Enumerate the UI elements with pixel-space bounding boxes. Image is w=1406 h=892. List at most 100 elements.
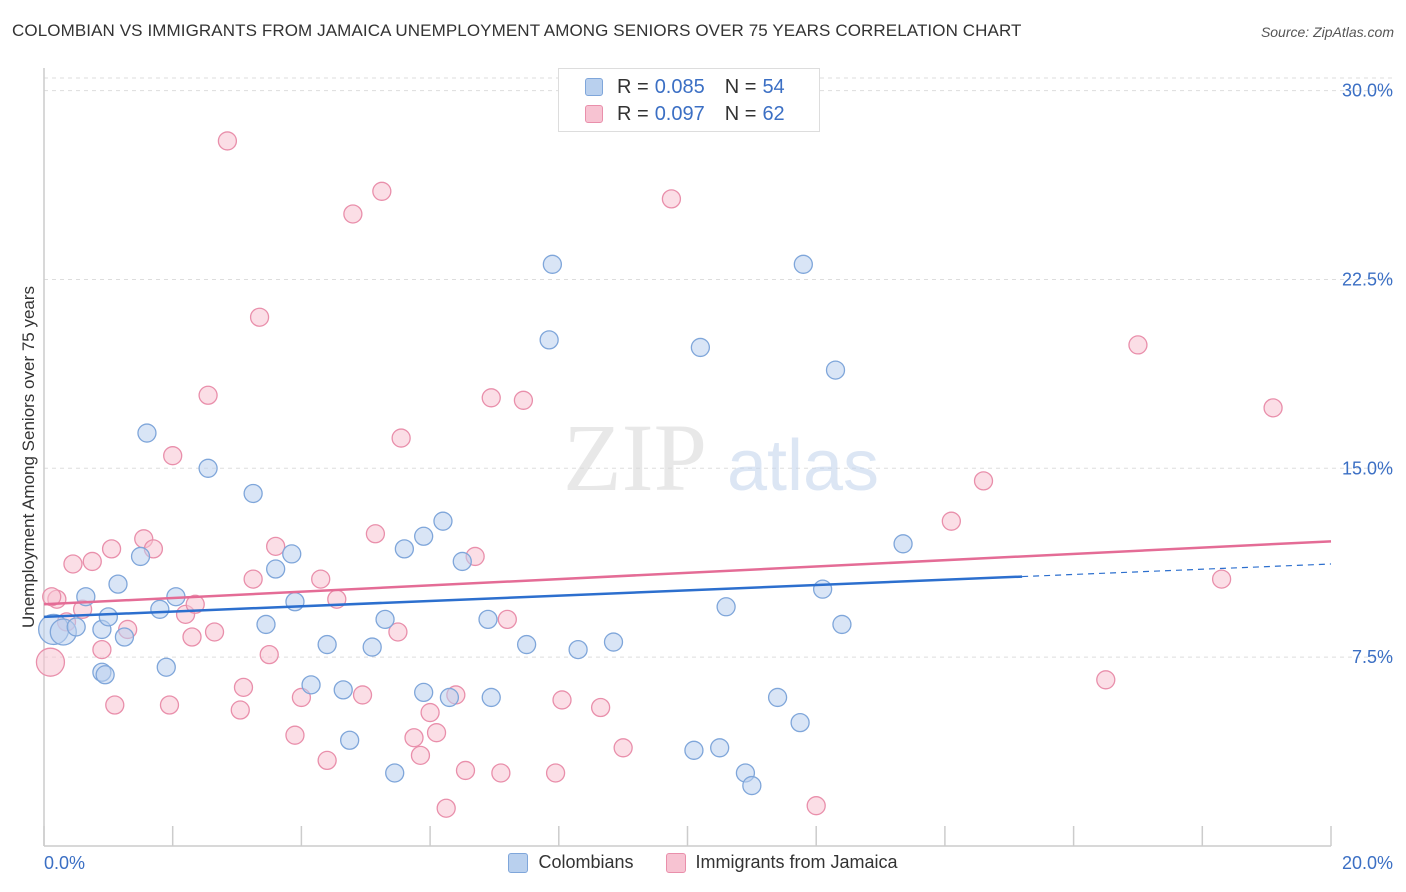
data-point-jamaica xyxy=(973,471,994,491)
trend-lines xyxy=(43,540,1332,619)
chart-title: COLOMBIAN VS IMMIGRANTS FROM JAMAICA UNE… xyxy=(12,21,1022,40)
legend-row-colombians: R = 0.085 N = 54 xyxy=(585,75,785,99)
series-jamaica-points xyxy=(35,131,1283,818)
data-point-jamaica xyxy=(613,738,633,758)
legend-n-label: N = xyxy=(724,75,757,98)
data-point-jamaica xyxy=(455,760,476,781)
bottom-legend-colombians[interactable]: Colombians xyxy=(508,852,634,873)
data-point-jamaica xyxy=(365,524,386,544)
bottom-legend-label-jamaica: Immigrants from Jamaica xyxy=(695,852,898,872)
data-point-jamaica xyxy=(92,639,112,660)
data-point-colombians xyxy=(481,687,501,708)
data-point-jamaica xyxy=(233,677,254,698)
data-point-colombians xyxy=(716,597,736,617)
data-point-colombians xyxy=(793,254,813,274)
data-point-jamaica xyxy=(1128,335,1148,355)
series-colombians-points xyxy=(38,254,913,796)
data-point-colombians xyxy=(603,632,624,652)
data-point-jamaica xyxy=(661,189,682,209)
data-point-jamaica xyxy=(317,750,337,771)
legend-r-value: 0.085 xyxy=(654,75,705,98)
data-point-jamaica xyxy=(391,428,411,448)
data-point-jamaica xyxy=(552,690,572,710)
data-point-jamaica xyxy=(343,204,363,224)
data-point-colombians xyxy=(568,639,588,660)
data-point-jamaica xyxy=(217,131,238,151)
data-point-colombians xyxy=(452,551,472,572)
legend-r-label: R = xyxy=(617,102,649,125)
data-point-colombians xyxy=(256,614,276,635)
trend-line-colombians-extension xyxy=(1022,563,1332,578)
data-point-jamaica xyxy=(491,763,511,783)
data-point-colombians xyxy=(137,423,157,443)
y-tick-label: 7.5% xyxy=(1352,647,1393,667)
data-point-jamaica xyxy=(82,551,102,572)
data-point-jamaica xyxy=(941,511,961,531)
legend-n-value: 62 xyxy=(762,102,785,125)
data-point-colombians xyxy=(243,483,263,504)
data-point-jamaica xyxy=(185,594,205,614)
data-point-colombians xyxy=(690,337,711,358)
data-point-jamaica xyxy=(1211,569,1232,589)
y-tick-label: 30.0% xyxy=(1342,81,1393,101)
data-point-colombians xyxy=(478,609,498,630)
data-point-jamaica xyxy=(410,745,431,766)
data-point-colombians xyxy=(301,675,321,695)
y-tick-label: 15.0% xyxy=(1342,458,1393,478)
data-point-colombians xyxy=(433,511,453,531)
data-point-jamaica xyxy=(159,695,180,715)
data-point-jamaica xyxy=(372,181,392,201)
y-tick-label: 22.5% xyxy=(1342,269,1393,289)
bottom-legend-label-colombians: Colombians xyxy=(538,852,634,872)
data-point-jamaica xyxy=(101,539,122,559)
trend-line-colombians xyxy=(43,575,1023,619)
trend-line-jamaica xyxy=(43,540,1332,606)
data-point-colombians xyxy=(66,617,86,637)
legend-r-label: R = xyxy=(617,75,649,98)
data-point-jamaica xyxy=(404,728,424,748)
y-axis-label: Unemployment Among Seniors over 75 years xyxy=(19,286,38,628)
bottom-legend-swatch-blue xyxy=(508,852,529,873)
data-point-colombians xyxy=(385,763,405,783)
data-point-colombians xyxy=(742,775,762,796)
legend: R = 0.085 N = 54 R = 0.097 N = 62 xyxy=(558,68,820,132)
data-point-colombians xyxy=(539,330,559,350)
data-point-jamaica xyxy=(182,627,202,647)
data-point-jamaica xyxy=(436,798,456,818)
data-point-colombians xyxy=(375,609,395,630)
x-tick-label-min: 0.0% xyxy=(44,853,85,873)
data-point-colombians xyxy=(150,599,170,619)
bottom-legend-swatch-pink xyxy=(665,852,686,873)
data-point-jamaica xyxy=(163,446,183,466)
data-point-jamaica xyxy=(266,536,286,557)
data-point-colombians xyxy=(825,360,846,380)
legend-n-value: 54 xyxy=(762,75,785,98)
data-point-colombians xyxy=(684,740,704,760)
data-point-jamaica xyxy=(63,554,83,574)
data-point-colombians xyxy=(198,458,218,478)
data-point-colombians xyxy=(812,579,833,599)
data-point-colombians xyxy=(285,592,305,612)
axes xyxy=(43,68,1332,847)
bottom-legend-jamaica[interactable]: Immigrants from Jamaica xyxy=(665,852,898,873)
data-point-jamaica xyxy=(806,796,826,816)
watermark-atlas: atlas xyxy=(727,426,879,506)
data-point-colombians xyxy=(362,637,382,657)
data-point-jamaica xyxy=(388,622,408,642)
data-point-colombians xyxy=(414,526,434,546)
data-point-colombians xyxy=(394,539,415,559)
data-point-colombians xyxy=(333,680,353,700)
data-point-jamaica xyxy=(105,695,125,715)
data-point-colombians xyxy=(767,687,788,708)
data-point-colombians xyxy=(340,730,360,750)
watermark-zip: ZIP xyxy=(563,404,707,511)
data-point-jamaica xyxy=(285,725,305,745)
data-point-jamaica xyxy=(1263,398,1283,418)
data-point-colombians xyxy=(156,657,176,677)
legend-row-jamaica: R = 0.097 N = 62 xyxy=(585,102,785,126)
data-point-jamaica xyxy=(545,763,566,783)
data-point-colombians xyxy=(542,254,563,274)
legend-swatch-pink xyxy=(585,105,603,123)
data-point-jamaica xyxy=(420,702,440,723)
